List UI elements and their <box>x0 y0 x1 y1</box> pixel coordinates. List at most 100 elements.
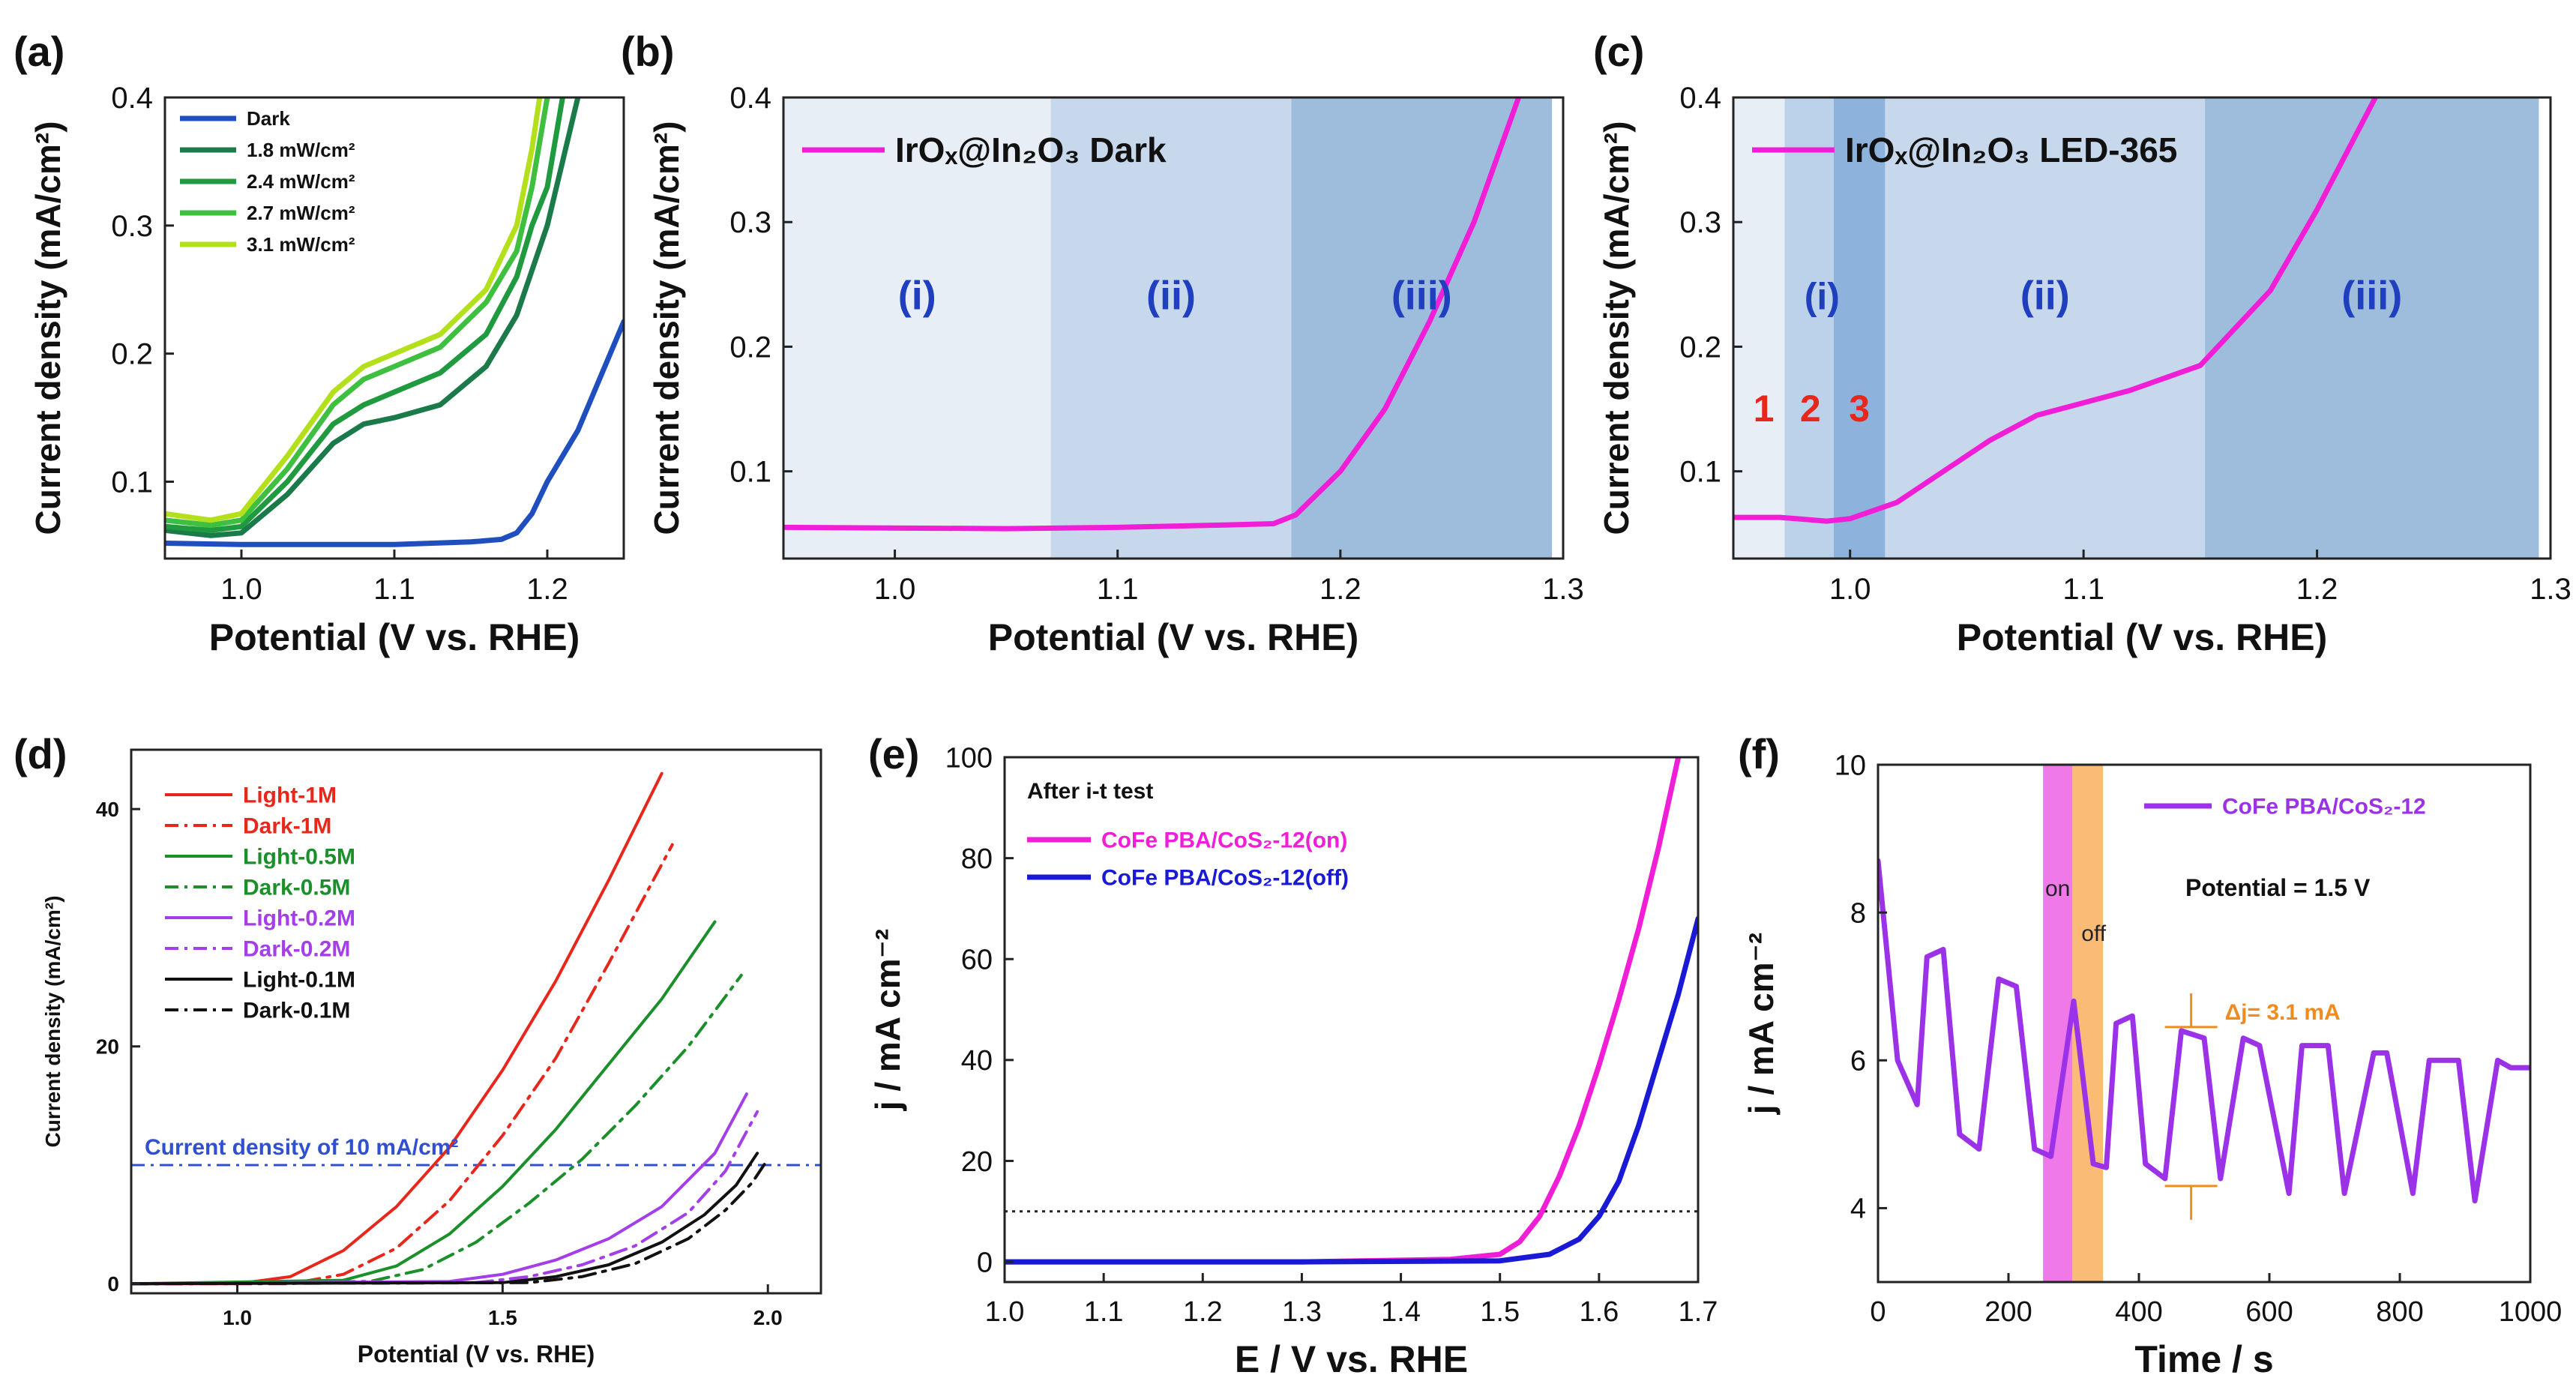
ytick-label-a-3: 0.4 <box>111 82 153 115</box>
region-label-c-4: (iii) <box>2341 274 2402 319</box>
xtick-label-e-6: 1.6 <box>1579 1296 1619 1328</box>
ytick-label-d-2: 40 <box>96 798 119 821</box>
panel-label-f: (f) <box>1738 730 1780 777</box>
xtick-label-e-2: 1.2 <box>1183 1296 1223 1328</box>
legend-label-e-1: CoFe PBA/CoS₂-12(off) <box>1101 866 1349 891</box>
xtick-label-f-5: 1000 <box>2499 1296 2563 1328</box>
band-label-f-0: on <box>2045 876 2070 901</box>
legend-label-d-1: Dark-1M <box>243 814 331 839</box>
ytick-label-e-0: 0 <box>977 1247 993 1278</box>
series-line-d-0 <box>131 771 663 1286</box>
ytick-label-b-3: 0.4 <box>729 82 771 115</box>
legend-label-d-4: Light-0.2M <box>243 906 355 931</box>
frame-b <box>782 96 1565 560</box>
xtick-label-c-0: 1.0 <box>1829 573 1871 606</box>
extra-label-c-1: 1 <box>1754 388 1775 430</box>
ytick-label-e-5: 100 <box>945 742 993 774</box>
series-line-f-0 <box>1878 858 2530 1204</box>
frame-d <box>130 748 822 1295</box>
xtick-label-f-1: 200 <box>1984 1296 2032 1328</box>
xtick-label-e-1: 1.1 <box>1084 1296 1124 1328</box>
plot-area-d <box>131 771 821 1286</box>
ytick-label-b-2: 0.3 <box>729 206 771 239</box>
y-axis-label-a: Current density (mA/cm²) <box>28 121 67 535</box>
ytick-label-c-2: 0.3 <box>1679 206 1721 239</box>
frame-a <box>163 96 625 560</box>
xtick-label-e-7: 1.7 <box>1679 1296 1718 1328</box>
plot-area-c <box>1733 97 2539 559</box>
band-f-0 <box>2043 765 2073 1282</box>
series-line-d-4 <box>131 1092 748 1286</box>
xtick-label-f-0: 0 <box>1870 1296 1886 1328</box>
series-line-e-1 <box>1005 915 1698 1265</box>
xtick-label-c-2: 1.2 <box>2296 573 2338 606</box>
ytick-label-a-1: 0.2 <box>111 338 153 371</box>
region-b-2 <box>1291 97 1553 559</box>
ytick-label-c-1: 0.2 <box>1679 331 1721 364</box>
xtick-label-a-1: 1.1 <box>373 573 415 606</box>
xtick-label-e-3: 1.3 <box>1282 1296 1322 1328</box>
panel-label-b: (b) <box>621 28 675 75</box>
xtick-label-d-2: 2.0 <box>753 1306 783 1329</box>
legend-label-d-7: Dark-0.1M <box>243 999 350 1023</box>
series-line-d-3 <box>131 973 743 1286</box>
plot-area-b <box>783 97 1553 559</box>
series-line-a-1 <box>165 97 581 538</box>
series-line-c-0 <box>1733 97 2378 524</box>
legend-label-f-0: CoFe PBA/CoS₂-12 <box>2222 795 2426 819</box>
plot-area-e <box>1005 757 1698 1265</box>
legend-label-a-2: 2.4 mW/cm² <box>247 170 355 193</box>
y-axis-label-f: j / mA cm⁻² <box>1742 933 1781 1115</box>
ytick-label-b-0: 0.1 <box>729 456 771 489</box>
series-line-d-7 <box>131 1158 770 1286</box>
legend-label-d-5: Dark-0.2M <box>243 937 350 962</box>
frame-e <box>1003 756 1700 1284</box>
ytick-label-f-1: 6 <box>1850 1046 1866 1077</box>
legend-title-e: After i-t test <box>1027 779 1153 804</box>
series-line-d-6 <box>131 1152 759 1286</box>
note-f: Potential = 1.5 V <box>2185 874 2371 901</box>
xtick-label-f-3: 600 <box>2245 1296 2293 1328</box>
ytick-label-e-4: 80 <box>961 843 993 875</box>
y-axis-label-e: j / mA cm⁻² <box>868 929 907 1111</box>
ytick-label-c-3: 0.4 <box>1679 82 1721 115</box>
ytick-label-b-1: 0.2 <box>729 331 771 364</box>
panel-d: Current density of 10 mA/cm² 1.0 1.5 2.0 0 20… <box>13 730 822 1368</box>
xtick-label-b-2: 1.2 <box>1319 573 1361 606</box>
xtick-label-f-4: 800 <box>2376 1296 2423 1328</box>
xtick-label-f-2: 400 <box>2115 1296 2162 1328</box>
region-label-b-2: (iii) <box>1391 274 1452 319</box>
xtick-label-d-1: 1.5 <box>488 1306 517 1329</box>
frame-c <box>1732 96 2552 560</box>
y-axis-label-b: Current density (mA/cm²) <box>647 121 686 535</box>
x-axis-label-e: E / V vs. RHE <box>1235 1338 1468 1380</box>
legend-label-b-0: IrOₓ@In₂O₃ Dark <box>895 130 1167 169</box>
ytick-label-e-1: 20 <box>961 1146 993 1178</box>
xtick-label-b-1: 1.1 <box>1097 573 1139 606</box>
xtick-label-e-0: 1.0 <box>985 1296 1025 1328</box>
legend-label-e-0: CoFe PBA/CoS₂-12(on) <box>1101 828 1347 853</box>
series-line-a-2 <box>165 97 565 533</box>
panel-label-a: (a) <box>13 28 64 75</box>
xtick-label-a-2: 1.2 <box>526 573 568 606</box>
xtick-label-c-3: 1.3 <box>2530 573 2572 606</box>
annot-text-f: Δj= 3.1 mA <box>2225 1000 2341 1025</box>
x-axis-label-d: Potential (V vs. RHE) <box>358 1341 595 1368</box>
xtick-label-b-0: 1.0 <box>874 573 916 606</box>
region-c-2 <box>1833 97 1886 559</box>
y-axis-label-c: Current density (mA/cm²) <box>1597 121 1636 535</box>
legend-label-a-4: 3.1 mW/cm² <box>247 233 355 256</box>
hline-label-d: Current density of 10 mA/cm² <box>145 1135 458 1160</box>
ytick-label-f-2: 8 <box>1850 897 1866 929</box>
band-label-f-1: off <box>2081 921 2106 946</box>
region-label-c-3: (ii) <box>2020 274 2070 319</box>
region-b-0 <box>783 97 1051 559</box>
ytick-label-a-2: 0.3 <box>111 210 153 243</box>
xtick-label-c-1: 1.1 <box>2062 573 2104 606</box>
plot-area-a <box>165 97 624 547</box>
xtick-label-a-0: 1.0 <box>220 573 262 606</box>
panel-label-c: (c) <box>1593 28 1644 75</box>
xtick-label-e-4: 1.4 <box>1381 1296 1421 1328</box>
